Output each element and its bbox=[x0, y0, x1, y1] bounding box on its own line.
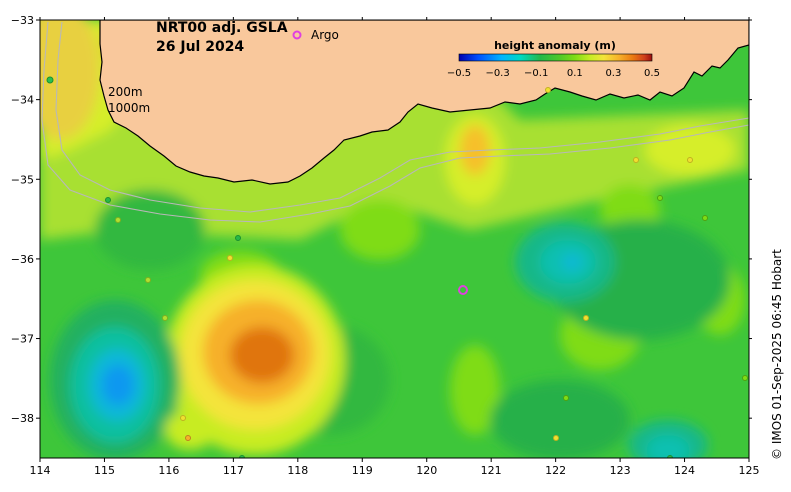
y-tick-label: −35 bbox=[11, 173, 34, 186]
argo-legend-icon bbox=[292, 30, 302, 40]
y-tick-label: −38 bbox=[11, 412, 34, 425]
x-tick-label: 118 bbox=[287, 464, 308, 477]
colorbar-tick-label: 0.5 bbox=[644, 68, 660, 79]
isobath-label-1000: 1000m bbox=[108, 101, 150, 115]
y-tick-label: −33 bbox=[11, 14, 34, 27]
credit-text: © IMOS 01-Sep-2025 06:45 Hobart bbox=[770, 249, 784, 460]
x-tick-label: 124 bbox=[674, 464, 695, 477]
observation-marker bbox=[702, 215, 708, 221]
y-axis: −33 −34 −35 −36 −37 −38 bbox=[11, 14, 752, 425]
x-tick-label: 119 bbox=[352, 464, 373, 477]
isobath-label-200: 200m bbox=[108, 85, 143, 99]
y-tick-label: −34 bbox=[11, 94, 34, 107]
argo-float-marker bbox=[458, 285, 468, 295]
observation-marker bbox=[235, 235, 241, 241]
y-tick-label: −37 bbox=[11, 333, 34, 346]
colorbar-tick-label: −0.1 bbox=[524, 68, 548, 79]
x-tick-label: 114 bbox=[30, 464, 51, 477]
x-tick-label: 120 bbox=[416, 464, 437, 477]
x-axis: 114 115 116 117 118 119 120 121 122 123 124 125 bbox=[30, 17, 760, 477]
observation-marker bbox=[583, 315, 589, 321]
observation-marker bbox=[180, 415, 186, 421]
observation-marker bbox=[145, 277, 151, 283]
map-date: 26 Jul 2024 bbox=[156, 39, 244, 55]
observation-marker bbox=[115, 217, 121, 223]
x-tick-label: 125 bbox=[739, 464, 760, 477]
observation-marker bbox=[227, 255, 233, 261]
colorbar-tick-label: 0.1 bbox=[567, 68, 583, 79]
isobath-lines bbox=[41, 21, 749, 223]
observation-marker bbox=[657, 195, 663, 201]
observation-marker bbox=[563, 395, 569, 401]
plot-frame bbox=[39, 19, 750, 459]
observation-marker bbox=[545, 87, 551, 93]
observation-marker bbox=[667, 455, 673, 458]
observation-marker bbox=[633, 157, 639, 163]
x-tick-label: 116 bbox=[158, 464, 179, 477]
map-title: NRT00 adj. GSLA bbox=[156, 20, 288, 36]
colorbar bbox=[458, 53, 653, 62]
x-tick-label: 123 bbox=[610, 464, 631, 477]
observation-marker bbox=[46, 76, 54, 84]
x-tick-label: 122 bbox=[545, 464, 566, 477]
observation-marker bbox=[105, 197, 111, 203]
x-tick-label: 115 bbox=[94, 464, 115, 477]
y-tick-label: −36 bbox=[11, 253, 34, 266]
observation-marker bbox=[687, 157, 693, 163]
observation-marker bbox=[239, 455, 245, 458]
colorbar-tick-label: 0.3 bbox=[605, 68, 621, 79]
colorbar-tick-label: −0.5 bbox=[447, 68, 471, 79]
colorbar-ticks: −0.5 −0.3 −0.1 0.1 0.3 0.5 bbox=[447, 68, 660, 79]
observation-marker bbox=[162, 315, 168, 321]
observation-marker bbox=[185, 435, 191, 441]
observation-markers bbox=[46, 76, 748, 458]
x-tick-label: 121 bbox=[481, 464, 502, 477]
colorbar-tick-label: −0.3 bbox=[485, 68, 509, 79]
observation-marker bbox=[553, 435, 559, 441]
argo-legend-label: Argo bbox=[311, 28, 339, 42]
colorbar-title: height anomaly (m) bbox=[494, 39, 616, 52]
observation-marker bbox=[742, 375, 748, 381]
x-tick-label: 117 bbox=[223, 464, 244, 477]
